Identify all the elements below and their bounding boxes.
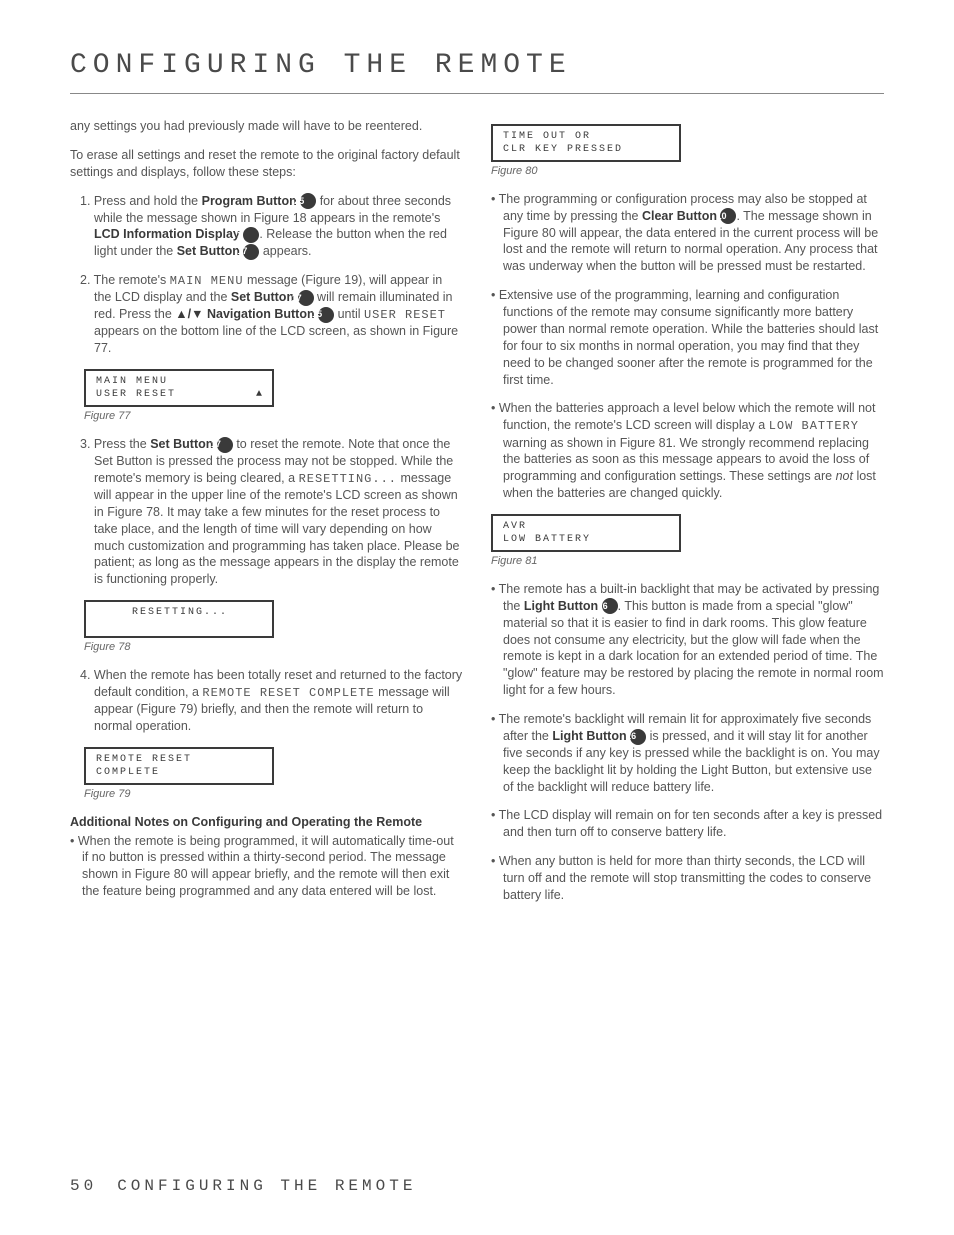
page-heading: CONFIGURING THE REMOTE	[70, 50, 884, 81]
step-2: 2. The remote's MAIN MENU message (Figur…	[80, 272, 463, 357]
fig78-line1: RESETTING...	[96, 606, 264, 619]
up-arrow-icon: ▲	[256, 388, 264, 401]
figure-78-lcd: RESETTING...	[84, 600, 274, 638]
step3-text-a: 3. Press the	[80, 437, 150, 451]
additional-notes-heading: Additional Notes on Configuring and Oper…	[70, 814, 463, 831]
note-low-battery: When the batteries approach a level belo…	[491, 400, 884, 502]
program-button-label: Program Button	[202, 194, 301, 208]
main-menu-inline: MAIN MENU	[170, 274, 244, 288]
lcd-info-display-label: LCD Information Display	[94, 227, 243, 241]
step-3: 3. Press the Set Button 17 to reset the …	[80, 436, 463, 588]
set-button-label-2: Set Button	[231, 290, 298, 304]
remote-reset-complete-inline: REMOTE RESET COMPLETE	[202, 686, 374, 700]
note-backlight: The remote has a built-in backlight that…	[491, 581, 884, 699]
circle-3-icon: 3	[243, 227, 259, 243]
figure-77-caption: Figure 77	[84, 409, 463, 424]
note-backlight-timeout: The remote's backlight will remain lit f…	[491, 711, 884, 795]
step2-text-g: until	[334, 307, 364, 321]
steps-list-2: 3. Press the Set Button 17 to reset the …	[70, 436, 463, 588]
figure-80-lcd: TIME OUT OR CLR KEY PRESSED	[491, 124, 681, 162]
step1-text-a: 1. Press and hold the	[80, 194, 202, 208]
steps-list: 1. Press and hold the Program Button 25 …	[70, 193, 463, 358]
intro-para-2: To erase all settings and reset the remo…	[70, 147, 463, 181]
circle-15-icon: 15	[318, 307, 334, 323]
step1-text-g: appears.	[259, 244, 311, 258]
nav-button-label: ▲/▼ Navigation Button	[175, 307, 318, 321]
note-clear-button: The programming or configuration process…	[491, 191, 884, 275]
set-button-label-1: Set Button	[177, 244, 244, 258]
figure-81-lcd: AVR LOW BATTERY	[491, 514, 681, 552]
figure-78-caption: Figure 78	[84, 640, 463, 655]
step-4: 4. When the remote has been totally rese…	[80, 667, 463, 735]
intro-para-1: any settings you had previously made wil…	[70, 118, 463, 135]
fig79-line1: REMOTE RESET	[96, 753, 264, 766]
circle-17-icon-c: 17	[217, 437, 233, 453]
light-button-label-2: Light Button	[552, 729, 630, 743]
fig77-line2: USER RESET	[96, 388, 264, 401]
light-button-label-1: Light Button	[524, 599, 602, 613]
fig80-line2: CLR KEY PRESSED	[503, 143, 671, 156]
step2-text-a: 2. The remote's	[80, 273, 170, 287]
note-timeout: When the remote is being programmed, it …	[70, 833, 463, 901]
circle-17-icon-b: 17	[298, 290, 314, 306]
clear-button-label: Clear Button	[642, 209, 720, 223]
step-1: 1. Press and hold the Program Button 25 …	[80, 193, 463, 261]
page-number: 50	[70, 1177, 97, 1195]
content-columns: any settings you had previously made wil…	[70, 118, 884, 916]
figure-79-lcd: REMOTE RESET COMPLETE	[84, 747, 274, 785]
not-italic: not	[836, 469, 853, 483]
right-column: TIME OUT OR CLR KEY PRESSED Figure 80 Th…	[491, 118, 884, 916]
page-footer: 50 CONFIGURING THE REMOTE	[70, 1177, 416, 1195]
fig79-line2: COMPLETE	[96, 766, 264, 779]
heading-rule	[70, 93, 884, 94]
figure-80-caption: Figure 80	[491, 164, 884, 179]
fig81-line1: AVR	[503, 520, 671, 533]
b4-c: . This button is made from a special "gl…	[503, 599, 884, 697]
low-battery-inline: LOW BATTERY	[769, 419, 859, 433]
note-hold-off: When any button is held for more than th…	[491, 853, 884, 904]
fig81-line2: LOW BATTERY	[503, 533, 671, 546]
figure-77-lcd: MAIN MENU USER RESET ▲	[84, 369, 274, 407]
footer-title: CONFIGURING THE REMOTE	[117, 1177, 416, 1195]
circle-17-icon: 17	[243, 244, 259, 260]
resetting-inline: RESETTING...	[299, 472, 397, 486]
circle-10-icon: 10	[720, 208, 736, 224]
notes-list-right-2: The remote has a built-in backlight that…	[491, 581, 884, 904]
note-battery-use: Extensive use of the programming, learni…	[491, 287, 884, 388]
notes-list-right: The programming or configuration process…	[491, 191, 884, 502]
set-button-label-3: Set Button	[150, 437, 217, 451]
left-column: any settings you had previously made wil…	[70, 118, 463, 916]
note-lcd-off: The LCD display will remain on for ten s…	[491, 807, 884, 841]
notes-list-left: When the remote is being programmed, it …	[70, 833, 463, 901]
steps-list-3: 4. When the remote has been totally rese…	[70, 667, 463, 735]
step3-text-e: message will appear in the upper line of…	[94, 471, 459, 587]
user-reset-inline: USER RESET	[364, 308, 446, 322]
step2-text-i: appears on the bottom line of the LCD sc…	[94, 324, 458, 355]
circle-26-icon: 26	[602, 598, 618, 614]
fig77-line1: MAIN MENU	[96, 375, 264, 388]
b3-c: warning as shown in Figure 81. We strong…	[503, 436, 869, 484]
circle-25-icon: 25	[300, 193, 316, 209]
fig80-line1: TIME OUT OR	[503, 130, 671, 143]
figure-81-caption: Figure 81	[491, 554, 884, 569]
figure-79-caption: Figure 79	[84, 787, 463, 802]
circle-26-icon-b: 26	[630, 729, 646, 745]
